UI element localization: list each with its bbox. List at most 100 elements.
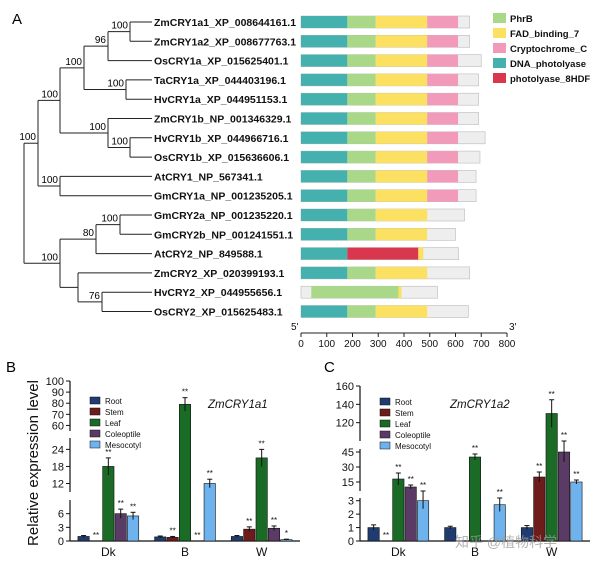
bar xyxy=(558,451,571,542)
fad-domain xyxy=(375,16,428,28)
legend-label: Stem xyxy=(105,408,124,417)
fad-domain xyxy=(375,209,428,221)
significance-mark: ** xyxy=(408,475,414,484)
bar xyxy=(127,515,140,542)
dna-photolyase-domain xyxy=(301,189,348,202)
significance-mark: ** xyxy=(170,526,176,535)
taxon-labels: ZmCRY1a1_XP_008644161.1 ZmCRY1a2_XP_00867… xyxy=(154,17,296,319)
cryptochrome-c-domain xyxy=(427,151,459,164)
legend-label: Leaf xyxy=(395,420,411,429)
bootstrap-value: 100 xyxy=(89,122,106,133)
dna-photolyase-domain xyxy=(301,93,348,106)
dna-photolyase-domain xyxy=(301,35,348,48)
legend-label: DNA_photolyase xyxy=(510,59,586,70)
x-category-label: B xyxy=(181,545,189,559)
legend-swatch xyxy=(89,418,101,427)
significance-mark: ** xyxy=(182,388,188,397)
significance-mark: ** xyxy=(383,531,389,540)
dna-photolyase-domain xyxy=(301,16,348,28)
panel-label-b: B xyxy=(6,359,16,376)
significance-mark: * xyxy=(285,529,288,538)
three-prime-label: 3' xyxy=(509,322,517,333)
taxon-label: AtCRY1_NP_567341.1 xyxy=(154,171,263,183)
taxon-label: GmCRY2a_NP_001235220.1 xyxy=(154,210,293,222)
phrb-domain xyxy=(347,16,376,28)
y-tick-label: 2 xyxy=(348,509,354,521)
legend-swatch xyxy=(493,58,506,68)
domain-axis: 0 100 200 300 400 500 600 700 800 5' 3' xyxy=(291,322,517,350)
y-tick-label: 80 xyxy=(52,398,64,410)
significance-mark: ** xyxy=(118,499,124,508)
y-tick-label: 30 xyxy=(342,462,354,474)
significance-mark: ** xyxy=(420,481,426,490)
fad-domain xyxy=(375,73,428,86)
y-tick-label: 24 xyxy=(52,444,64,456)
significance-mark: ** xyxy=(207,469,213,478)
phrb-domain xyxy=(347,93,376,106)
bootstrap-value: 100 xyxy=(111,136,128,147)
phrb-domain xyxy=(347,54,376,67)
axis-tick-label: 600 xyxy=(447,339,464,350)
phrb-domain xyxy=(347,170,376,183)
bar xyxy=(179,404,191,542)
dna-photolyase-domain xyxy=(301,170,348,183)
significance-mark: ** xyxy=(497,488,503,497)
bootstrap-value: 96 xyxy=(95,35,107,46)
y-tick-label: 90 xyxy=(52,387,64,399)
legend-label: Cryptochrome_C xyxy=(510,44,587,55)
y-tick-label: 100 xyxy=(46,376,64,388)
significance-mark: ** xyxy=(130,502,136,511)
bar xyxy=(203,483,216,542)
dna-photolyase-domain xyxy=(301,112,348,125)
legend-swatch xyxy=(89,396,101,405)
dna-photolyase-domain xyxy=(301,151,348,164)
phrb-domain xyxy=(347,266,376,279)
legend-label: Mesocotyl xyxy=(395,442,431,451)
significance-mark: ** xyxy=(271,516,277,525)
x-category-label: W xyxy=(546,545,558,559)
bootstrap-value: 100 xyxy=(65,57,82,68)
watermark: 知乎 @植物科学 xyxy=(455,534,557,550)
panel-label-c: C xyxy=(324,359,335,376)
y-tick-label: 15 xyxy=(342,477,354,489)
taxon-label: GmCRY2b_NP_001241551.1 xyxy=(154,229,293,241)
legend-label: Leaf xyxy=(105,419,121,428)
legend-swatch xyxy=(379,408,391,417)
legend-label: FAD_binding_7 xyxy=(510,29,579,40)
axis-tick-label: 400 xyxy=(396,339,413,350)
bar xyxy=(255,457,268,542)
y-tick-label: 60 xyxy=(52,420,64,432)
cryptochrome-c-domain xyxy=(427,131,459,144)
chart-title: ZmCRY1a1 xyxy=(207,399,268,411)
dna-photolyase-domain xyxy=(301,266,348,279)
x-category-label: W xyxy=(256,545,268,559)
legend-label: PhrB xyxy=(510,14,533,25)
y-tick-label: 12 xyxy=(52,478,64,490)
axis-tick-label: 200 xyxy=(344,339,361,350)
y-tick-label: 70 xyxy=(52,409,64,421)
phrb-domain xyxy=(311,286,399,299)
bar xyxy=(392,478,405,542)
bar xyxy=(469,456,481,542)
legend-swatch xyxy=(89,429,101,438)
bootstrap-value: 100 xyxy=(41,252,58,263)
legend-label: Coleoptile xyxy=(105,430,141,439)
legend-label: Stem xyxy=(395,409,414,418)
x-category-label: B xyxy=(471,545,479,559)
bootstrap-value: 100 xyxy=(107,79,124,90)
cryptochrome-c-domain xyxy=(427,35,459,48)
bootstrap-value: 100 xyxy=(101,214,118,225)
fad-domain xyxy=(418,247,424,260)
fad-domain xyxy=(375,151,428,164)
dna-photolyase-domain xyxy=(301,209,348,221)
taxon-label: HvCRY2_XP_044955656.1 xyxy=(154,287,282,299)
panel-label-a: A xyxy=(12,11,22,28)
legend-swatch xyxy=(379,397,391,406)
y-tick-label: 3 xyxy=(58,522,64,534)
bootstrap-value: 80 xyxy=(83,228,95,239)
taxon-label: ZmCRY2_XP_020399193.1 xyxy=(154,268,285,280)
cryptochrome-c-domain xyxy=(427,93,459,106)
phrb-domain xyxy=(347,228,376,241)
